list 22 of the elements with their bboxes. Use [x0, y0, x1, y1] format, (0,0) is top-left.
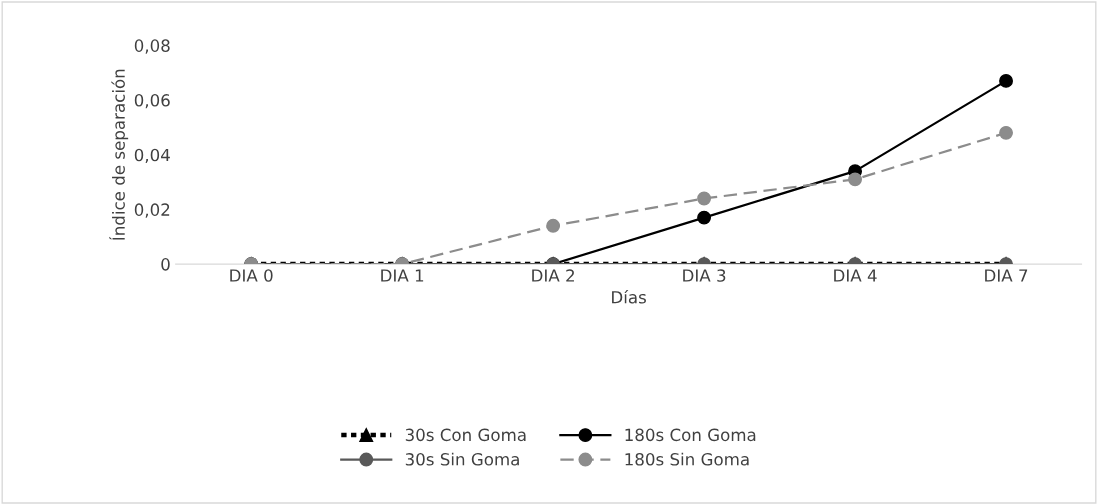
x-tick-label: DIA 4 — [834, 269, 877, 282]
legend-label: 180s Sin Goma — [625, 452, 749, 466]
y-tick-label: 0 — [161, 258, 170, 271]
y-axis-title: Índice de separación — [109, 69, 129, 240]
x-tick-label: DIA 0 — [230, 269, 273, 282]
x-axis-title: Días — [612, 289, 646, 304]
legend-label: 30s Sin Goma — [405, 452, 519, 466]
point — [697, 210, 712, 225]
y-tick-label: 0,04 — [134, 148, 170, 163]
point — [697, 191, 712, 206]
point — [848, 172, 863, 187]
point — [546, 218, 561, 233]
y-tick-label: 0,08 — [134, 39, 170, 54]
x-tick-label: DIA 7 — [985, 269, 1028, 282]
y-tick-label: 0,06 — [134, 94, 170, 109]
x-tick-label: DIA 3 — [683, 269, 726, 282]
x-tick-label: DIA 1 — [381, 269, 424, 282]
legend-label: 30s Con Goma — [405, 428, 526, 442]
point — [999, 125, 1013, 140]
x-tick-label: DIA 2 — [532, 269, 574, 282]
y-tick-label: 0,02 — [134, 203, 170, 218]
legend-label: 180s Con Goma — [625, 428, 756, 442]
